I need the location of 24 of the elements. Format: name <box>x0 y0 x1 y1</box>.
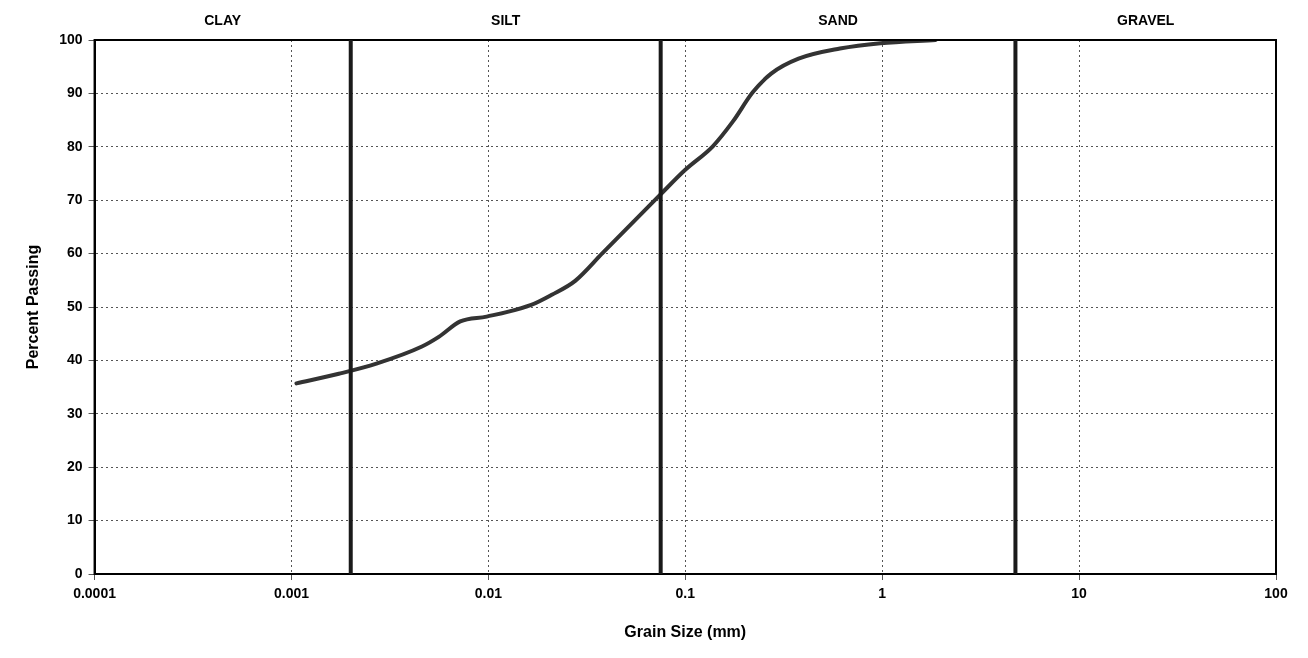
y-tick-label: 30 <box>66 404 83 421</box>
x-tick-label: 1 <box>878 585 887 602</box>
x-tick-label: 0.0001 <box>73 585 117 602</box>
x-tick-label: 0.01 <box>474 585 503 602</box>
y-tick-label: 90 <box>66 84 83 101</box>
y-tick-label: 70 <box>66 191 83 208</box>
x-axis-title: Grain Size (mm) <box>624 622 747 640</box>
x-tick-label: 0.1 <box>675 585 696 602</box>
y-tick-label: 0 <box>74 564 83 581</box>
y-tick-label: 40 <box>66 351 83 368</box>
y-tick-label: 60 <box>66 244 83 261</box>
text: GRAVEL <box>1117 11 1175 28</box>
y-tick-label: 80 <box>66 137 83 154</box>
y-tick-label: 100 <box>59 30 83 47</box>
y-tick-label: 20 <box>66 458 83 475</box>
x-tick-label: 100 <box>1264 585 1288 602</box>
text: CLAY <box>204 11 242 28</box>
text: SILT <box>491 11 521 28</box>
y-axis-title: Percent Passing <box>24 244 42 370</box>
x-tick-label: 0.001 <box>273 585 310 602</box>
x-tick-label: 10 <box>1071 585 1088 602</box>
text: SAND <box>818 11 858 28</box>
y-tick-label: 10 <box>66 511 83 528</box>
y-tick-label: 50 <box>66 297 83 314</box>
